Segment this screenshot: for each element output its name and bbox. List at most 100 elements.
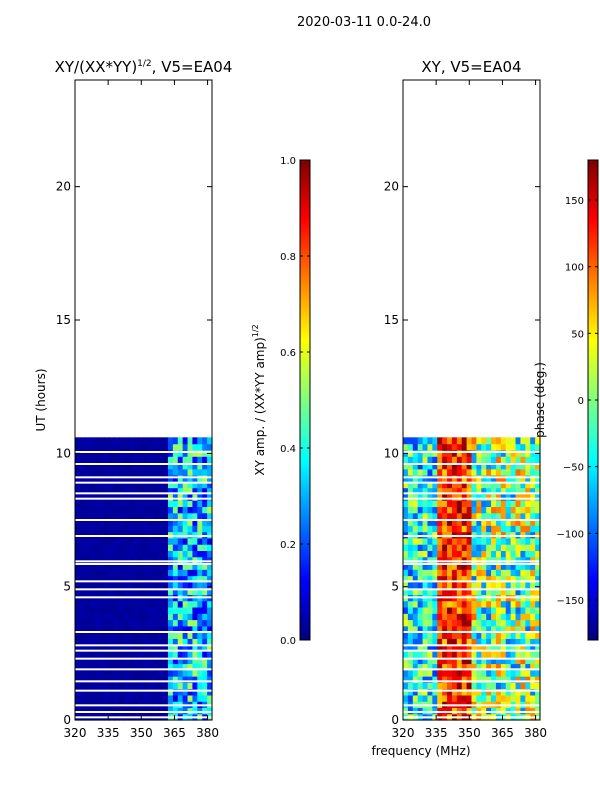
heatmap-cell — [84, 682, 91, 690]
heatmap-cell — [138, 487, 145, 495]
heatmap-cell — [505, 600, 512, 608]
heatmap-cell — [500, 682, 507, 690]
heatmap-cell — [153, 638, 159, 646]
heatmap-cell — [75, 657, 81, 665]
heatmap-cell — [148, 544, 154, 551]
heatmap-cell — [476, 481, 482, 489]
heatmap-cell — [466, 449, 473, 457]
heatmap-cell — [417, 676, 424, 683]
heatmap-cell — [505, 613, 512, 621]
heatmap-cell — [520, 437, 526, 445]
heatmap-cell — [153, 487, 159, 495]
heatmap-cell — [182, 556, 189, 564]
heatmap-cell — [510, 575, 517, 583]
heatmap-cell — [525, 657, 531, 665]
heatmap-cell — [143, 644, 149, 652]
heatmap-cell — [172, 657, 179, 665]
heatmap-cell — [412, 462, 419, 470]
heatmap-cell — [172, 525, 179, 533]
flagged-gap-line — [403, 644, 540, 647]
heatmap-cell — [500, 562, 507, 570]
heatmap-cell — [202, 581, 208, 589]
heatmap-cell — [505, 512, 512, 520]
heatmap-cell — [403, 581, 409, 589]
colorbar-tick-label: 100 — [565, 263, 584, 274]
heatmap-cell — [79, 525, 86, 533]
heatmap-cell — [109, 644, 115, 652]
heatmap-cell — [530, 550, 536, 558]
heatmap-cell — [500, 676, 507, 683]
heatmap-cell — [163, 456, 169, 464]
heatmap-cell — [163, 644, 169, 652]
heatmap-cell — [163, 562, 169, 570]
heatmap-cell — [148, 449, 154, 457]
heatmap-cell — [153, 512, 159, 520]
heatmap-cell — [466, 518, 473, 526]
heatmap-cell — [148, 537, 154, 545]
heatmap-cell — [466, 506, 473, 514]
heatmap-cell — [525, 437, 531, 445]
heatmap-cell — [500, 619, 507, 627]
heatmap-cell — [138, 493, 145, 501]
heatmap-cell — [461, 462, 468, 470]
heatmap-cell — [447, 481, 453, 489]
heatmap-cell — [520, 569, 526, 577]
heatmap-cell — [451, 544, 458, 551]
heatmap-cell — [163, 625, 169, 633]
flagged-gap-line — [403, 596, 540, 599]
heatmap-cell — [79, 575, 86, 583]
heatmap-cell — [495, 475, 502, 482]
heatmap-cell — [422, 544, 429, 551]
heatmap-cell — [182, 663, 189, 671]
heatmap-cell — [109, 468, 115, 476]
flagged-gap-line — [403, 563, 540, 565]
heatmap-cell — [197, 663, 203, 671]
heatmap-cell — [466, 487, 473, 495]
heatmap-cell — [535, 512, 541, 520]
heatmap-cell — [510, 437, 517, 445]
heatmap-cell — [84, 500, 91, 508]
heatmap-cell — [104, 613, 110, 621]
heatmap-cell — [172, 449, 179, 457]
heatmap-cell — [109, 575, 115, 583]
heatmap-cell — [75, 625, 81, 633]
colorbar-tick-label: 1.0 — [280, 156, 296, 167]
heatmap-cell — [89, 657, 96, 665]
heatmap-cell — [447, 537, 453, 545]
heatmap-cell — [94, 625, 101, 633]
heatmap-cell — [403, 625, 409, 633]
heatmap-cell — [495, 562, 502, 570]
heatmap-cell — [427, 562, 433, 570]
heatmap-cell — [442, 644, 448, 652]
heatmap-cell — [167, 456, 174, 464]
heatmap-cell — [94, 569, 101, 577]
heatmap-cell — [456, 544, 463, 551]
heatmap-cell — [75, 569, 81, 577]
heatmap-cell — [75, 575, 81, 583]
heatmap-cell — [94, 575, 101, 583]
heatmap-cell — [158, 443, 164, 451]
heatmap-cell — [403, 537, 409, 545]
heatmap-cell — [75, 619, 81, 627]
heatmap-cell — [167, 487, 174, 495]
heatmap-cell — [476, 456, 482, 464]
heatmap-cell — [530, 707, 536, 715]
heatmap-cell — [486, 688, 492, 696]
heatmap-cell — [104, 500, 110, 508]
heatmap-cell — [427, 518, 433, 526]
heatmap-cell — [148, 600, 154, 608]
heatmap-cell — [148, 657, 154, 665]
heatmap-cell — [99, 475, 105, 482]
amplitude-title-tail: , V5=EA04 — [152, 58, 233, 76]
heatmap-cell — [437, 487, 443, 495]
heatmap-cell — [143, 481, 149, 489]
heatmap-cell — [163, 487, 169, 495]
flagged-gap-line — [403, 716, 540, 719]
heatmap-cell — [486, 657, 492, 665]
heatmap-cell — [417, 632, 424, 639]
heatmap-cell — [456, 500, 463, 508]
heatmap-cell — [177, 676, 184, 683]
heatmap-cell — [109, 487, 115, 495]
heatmap-cell — [109, 657, 115, 665]
